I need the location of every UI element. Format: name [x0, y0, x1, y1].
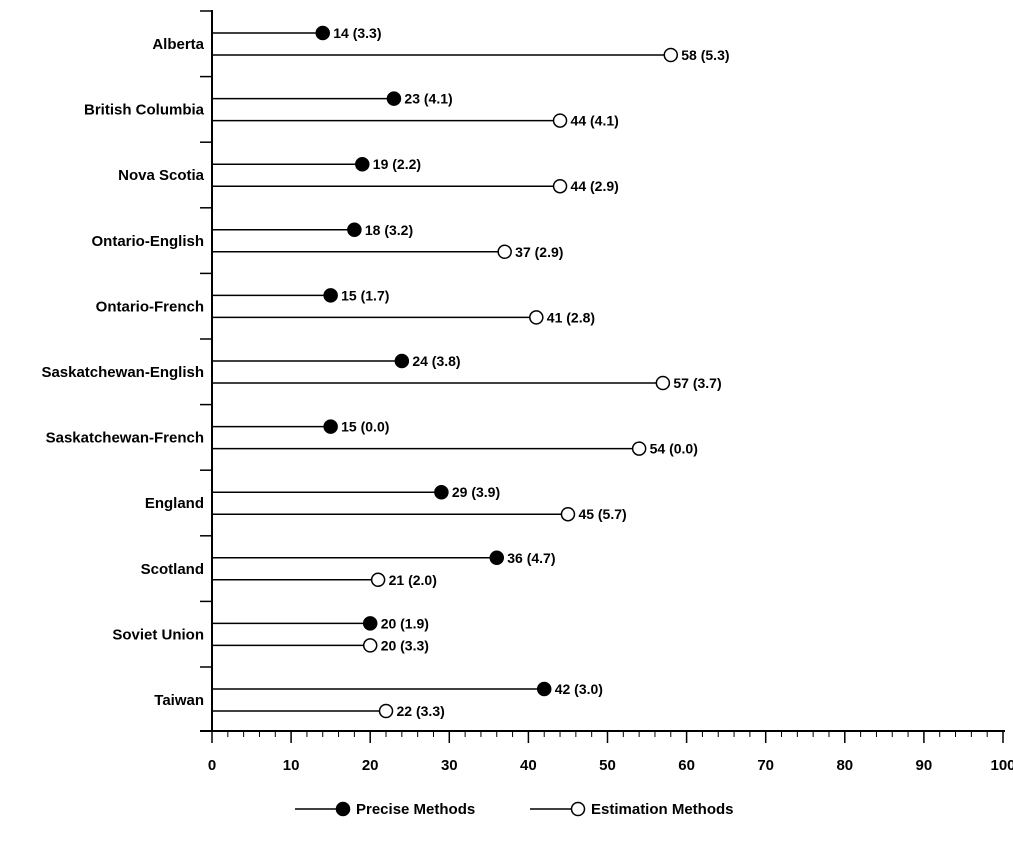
x-tick-label: 20	[362, 757, 379, 774]
category-label: Taiwan	[154, 692, 204, 709]
data-label: 15 (0.0)	[341, 419, 389, 435]
data-label: 37 (2.9)	[515, 244, 563, 260]
data-label: 21 (2.0)	[389, 572, 437, 588]
precise-marker	[315, 25, 330, 41]
precise-marker	[536, 681, 552, 697]
estimation-marker	[529, 310, 544, 325]
category-label: Nova Scotia	[118, 167, 205, 184]
precise-marker	[386, 91, 402, 106]
estimation-marker	[370, 572, 386, 588]
precise-marker	[355, 156, 370, 172]
data-label: 18 (3.2)	[365, 222, 413, 238]
x-tick-label: 10	[283, 757, 300, 774]
legend-estimation-marker	[570, 801, 586, 817]
category-label: Scotland	[141, 561, 204, 578]
data-label: 20 (1.9)	[381, 615, 429, 631]
estimation-marker	[560, 506, 576, 522]
legend-precise-marker	[335, 801, 351, 817]
precise-marker	[323, 419, 338, 434]
estimation-marker	[497, 244, 512, 260]
data-label: 15 (1.7)	[341, 287, 389, 303]
data-label: 42 (3.0)	[555, 681, 603, 697]
x-tick-label: 60	[678, 757, 695, 774]
data-label: 19 (2.2)	[373, 156, 421, 172]
data-label: 44 (2.9)	[571, 178, 619, 194]
category-label: Alberta	[152, 36, 204, 53]
x-tick-label: 30	[441, 757, 458, 774]
data-label: 57 (3.7)	[673, 375, 721, 391]
estimation-marker	[655, 375, 671, 391]
data-label: 44 (4.1)	[571, 113, 619, 129]
category-label: Saskatchewan-French	[46, 430, 204, 447]
estimation-marker	[552, 113, 568, 128]
category-label: Ontario-English	[92, 233, 205, 250]
x-tick-label: 70	[757, 757, 774, 774]
data-label: 20 (3.3)	[381, 637, 429, 653]
data-label: 22 (3.3)	[397, 703, 445, 719]
data-label: 41 (2.8)	[547, 309, 595, 325]
precise-marker	[489, 550, 505, 566]
data-label: 24 (3.8)	[412, 353, 460, 369]
estimation-marker	[552, 178, 568, 194]
estimation-marker	[631, 441, 647, 456]
legend-label: Estimation Methods	[591, 801, 734, 818]
category-label: Ontario-French	[96, 298, 204, 315]
precise-marker	[434, 484, 449, 500]
category-label: Saskatchewan-English	[41, 364, 204, 381]
x-tick-label: 90	[916, 757, 933, 774]
data-label: 14 (3.3)	[333, 25, 381, 41]
estimation-marker	[378, 703, 394, 719]
x-tick-label: 50	[599, 757, 616, 774]
data-label: 58 (5.3)	[681, 47, 729, 63]
data-label: 29 (3.9)	[452, 484, 500, 500]
precise-marker	[323, 288, 338, 303]
data-label: 23 (4.1)	[404, 91, 452, 107]
data-label: 36 (4.7)	[507, 550, 555, 566]
precise-marker	[347, 222, 362, 238]
data-label: 45 (5.7)	[578, 506, 626, 522]
category-label: British Columbia	[84, 102, 205, 119]
category-label: Soviet Union	[112, 626, 204, 643]
x-tick-label: 0	[208, 757, 216, 774]
precise-marker	[362, 616, 378, 631]
data-label: 54 (0.0)	[650, 441, 698, 457]
estimation-marker	[663, 47, 679, 63]
x-tick-label: 40	[520, 757, 537, 774]
category-label: England	[145, 495, 204, 512]
x-tick-label: 80	[836, 757, 853, 774]
estimation-marker	[362, 638, 378, 653]
precise-marker	[394, 353, 410, 369]
legend-label: Precise Methods	[356, 801, 475, 818]
x-tick-label: 100	[990, 757, 1013, 774]
